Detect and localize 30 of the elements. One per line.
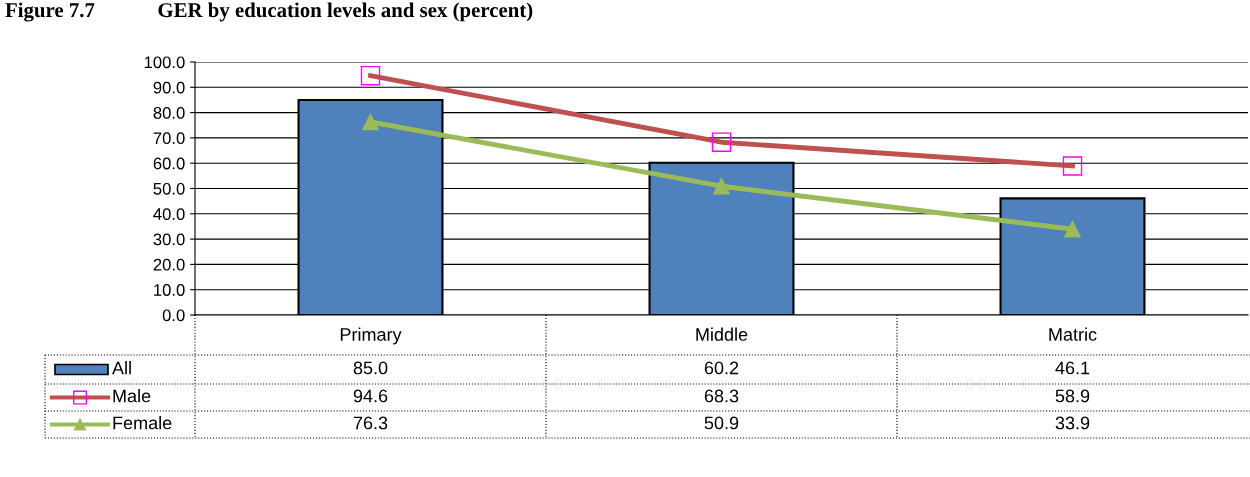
data-label: 50.9: [704, 416, 739, 430]
data-label: 58.9: [1055, 389, 1090, 403]
legend-label: Female: [113, 416, 172, 430]
y-tick-label: 50.0: [153, 182, 185, 195]
point: [362, 113, 379, 131]
data-label: 33.9: [1055, 416, 1090, 430]
data-label: 76.3: [353, 416, 388, 430]
y-tick-label: 20.0: [153, 258, 185, 271]
chart-title: Figure 7.7 GER by education levels and sex (percent): [5, 2, 533, 22]
x-tick-label: Matric: [1049, 327, 1097, 341]
y-tick-label: 70.0: [153, 132, 185, 145]
legend-label: All: [112, 361, 131, 375]
data-label: 85.0: [353, 361, 388, 375]
data-label: 94.6: [353, 389, 388, 403]
data-label: 68.3: [704, 389, 739, 403]
legend-label: Male: [113, 389, 151, 403]
x-tick-label: Primary: [340, 327, 402, 345]
y-tick-label: 40.0: [153, 208, 185, 220]
y-tick-label: 80.0: [153, 107, 185, 119]
y-tick-label: 90.0: [153, 81, 185, 94]
y-tick-label: 100.0: [144, 56, 185, 69]
point: [713, 177, 730, 195]
y-tick-label: 10.0: [154, 284, 185, 296]
x-tick-label: Middle: [696, 327, 748, 341]
y-tick-label: 0.0: [162, 309, 185, 322]
data-label: 46.1: [1055, 361, 1090, 375]
point: [1064, 220, 1081, 238]
data-label: 60.2: [704, 361, 739, 375]
y-tick-label: 30.0: [153, 233, 185, 246]
y-tick-label: 60.0: [153, 157, 185, 170]
